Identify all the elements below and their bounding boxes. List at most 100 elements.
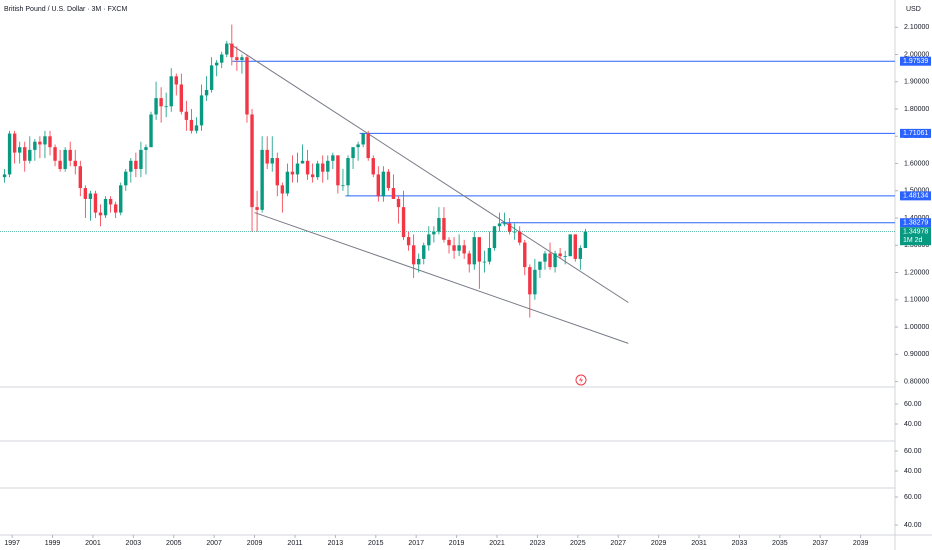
candle-body: [406, 237, 411, 246]
candle-body: [164, 106, 168, 108]
candle-body: [113, 204, 118, 213]
level-price-box: [900, 218, 931, 228]
candle-body: [63, 149, 67, 169]
candle-body: [295, 163, 300, 175]
candle-body: [437, 218, 441, 232]
candle-body: [543, 253, 547, 262]
candle-body: [199, 95, 204, 126]
x-tick-label: 2029: [651, 540, 667, 547]
current-price-label: 1.34978: [903, 229, 928, 236]
candle-body: [159, 98, 163, 107]
candle-body: [129, 160, 133, 172]
candle-body: [553, 253, 557, 268]
candle-body: [356, 144, 360, 148]
x-tick-label: 2025: [570, 540, 586, 547]
x-tick-label: 2033: [732, 540, 748, 547]
x-tick-label: 2009: [247, 540, 263, 547]
candle-body: [411, 245, 416, 265]
candle-body: [315, 163, 320, 178]
candle-body: [583, 231, 588, 249]
candle-body: [245, 57, 249, 115]
x-tick-label: 2017: [408, 540, 424, 547]
y-tick-label: 1.30000: [904, 242, 929, 249]
x-tick-label: 2039: [853, 540, 869, 547]
x-tick-label: 2031: [691, 540, 707, 547]
candle-body: [103, 198, 108, 216]
candle-body: [578, 248, 583, 259]
pane-y-tick-label: 60.00: [904, 494, 922, 501]
candle-body: [58, 160, 62, 169]
candle-body: [194, 125, 199, 131]
trend-line: [229, 43, 629, 303]
candle-body: [149, 114, 153, 148]
candle-body: [83, 188, 88, 199]
candle-body: [53, 147, 57, 161]
candle-body: [457, 245, 461, 251]
candle-body: [326, 160, 330, 172]
x-tick-label: 2027: [610, 540, 626, 547]
trend-line: [254, 212, 629, 344]
candle-body: [270, 158, 274, 164]
y-tick-label: 1.20000: [904, 269, 929, 276]
candle-body: [310, 174, 315, 178]
candle-body: [134, 160, 138, 169]
pane-y-tick-label: 40.00: [904, 468, 922, 475]
candle-body: [204, 89, 209, 96]
candle-body: [98, 212, 103, 216]
candle-body: [452, 245, 456, 251]
candle-body: [93, 193, 98, 213]
pane-y-tick-label: 40.00: [904, 421, 922, 428]
x-tick-label: 1999: [45, 540, 61, 547]
candle-body: [346, 158, 350, 186]
candle-body: [432, 231, 436, 235]
candle-body: [417, 258, 421, 265]
candle-body: [391, 188, 396, 199]
candle-body: [139, 149, 143, 169]
candle-body: [184, 111, 189, 120]
candle-body: [28, 149, 32, 161]
candle-body: [548, 253, 552, 268]
candle-body: [214, 62, 219, 66]
x-tick-label: 2003: [126, 540, 142, 547]
candle-body: [209, 65, 214, 90]
y-tick-label: 1.00000: [904, 324, 929, 331]
countdown-label: 1M 2d: [903, 237, 923, 244]
y-tick-label: 1.90000: [904, 79, 929, 86]
candle-body: [275, 158, 279, 186]
candle-body: [240, 57, 244, 60]
y-tick-label: 0.80000: [904, 378, 929, 385]
candle-body: [38, 141, 42, 145]
pane-y-tick-label: 60.00: [904, 401, 922, 408]
candle-body: [336, 155, 340, 186]
chart-title: British Pound / U.S. Dollar · 3M · FXCM: [4, 6, 127, 13]
candle-body: [255, 207, 259, 210]
candle-body: [220, 54, 224, 63]
current-price-box: [900, 227, 931, 246]
candle-body: [7, 133, 12, 175]
currency-label[interactable]: USD: [906, 6, 921, 13]
candle-body: [507, 223, 512, 232]
candle-body: [189, 119, 194, 131]
lightning-icon[interactable]: [575, 374, 587, 386]
level-price-box: [900, 128, 931, 138]
candle-body: [462, 245, 466, 254]
candle-body: [285, 171, 290, 194]
candle-body: [502, 223, 507, 225]
candle-body: [512, 231, 517, 233]
candle-body: [43, 136, 47, 145]
level-price-label: 1.38279: [903, 220, 928, 227]
y-tick-label: 0.90000: [904, 351, 929, 358]
candle-body: [366, 133, 370, 159]
candle-body: [401, 207, 406, 238]
candle-body: [17, 147, 22, 153]
x-tick-label: 2011: [287, 540, 302, 547]
candle-body: [305, 160, 310, 175]
candle-body: [265, 149, 269, 164]
candle-body: [321, 163, 325, 172]
x-tick-label: 2013: [328, 540, 344, 547]
y-tick-label: 1.50000: [904, 188, 929, 195]
y-tick-label: 1.80000: [904, 106, 929, 113]
candle-body: [174, 76, 178, 85]
